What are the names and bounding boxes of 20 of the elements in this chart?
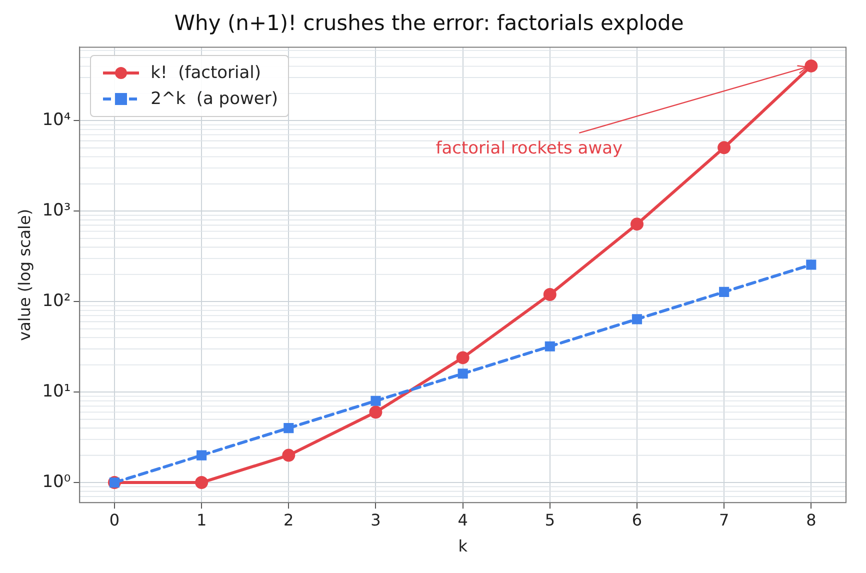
y-tick-label: 10³ <box>42 200 71 221</box>
x-tick-label: 7 <box>718 510 730 530</box>
y-tick-label: 10⁰ <box>42 472 71 492</box>
chart-title: Why (n+1)! crushes the error: factorials explode <box>174 11 684 36</box>
x-axis-title: k <box>458 536 468 556</box>
y-tick-label: 10⁴ <box>42 110 71 130</box>
x-tick-label: 4 <box>458 510 468 530</box>
x-tick-label: 8 <box>806 510 816 530</box>
x-tick-label: 3 <box>370 510 381 530</box>
legend-label: k! (factorial) <box>150 62 262 86</box>
y-axis-title: value (log scale) <box>14 208 34 341</box>
y-tick-label: 10¹ <box>42 382 71 402</box>
x-tick-label: 1 <box>196 510 207 530</box>
annotation: factorial rockets away <box>436 138 623 158</box>
x-tick-label: 5 <box>544 510 556 530</box>
legend-label: 2^k (a power) <box>150 88 278 112</box>
x-tick-label: 2 <box>284 510 294 530</box>
x-tick-label: 6 <box>632 510 642 530</box>
x-tick-label: 0 <box>109 510 120 530</box>
y-tick-label: 10² <box>42 291 71 312</box>
